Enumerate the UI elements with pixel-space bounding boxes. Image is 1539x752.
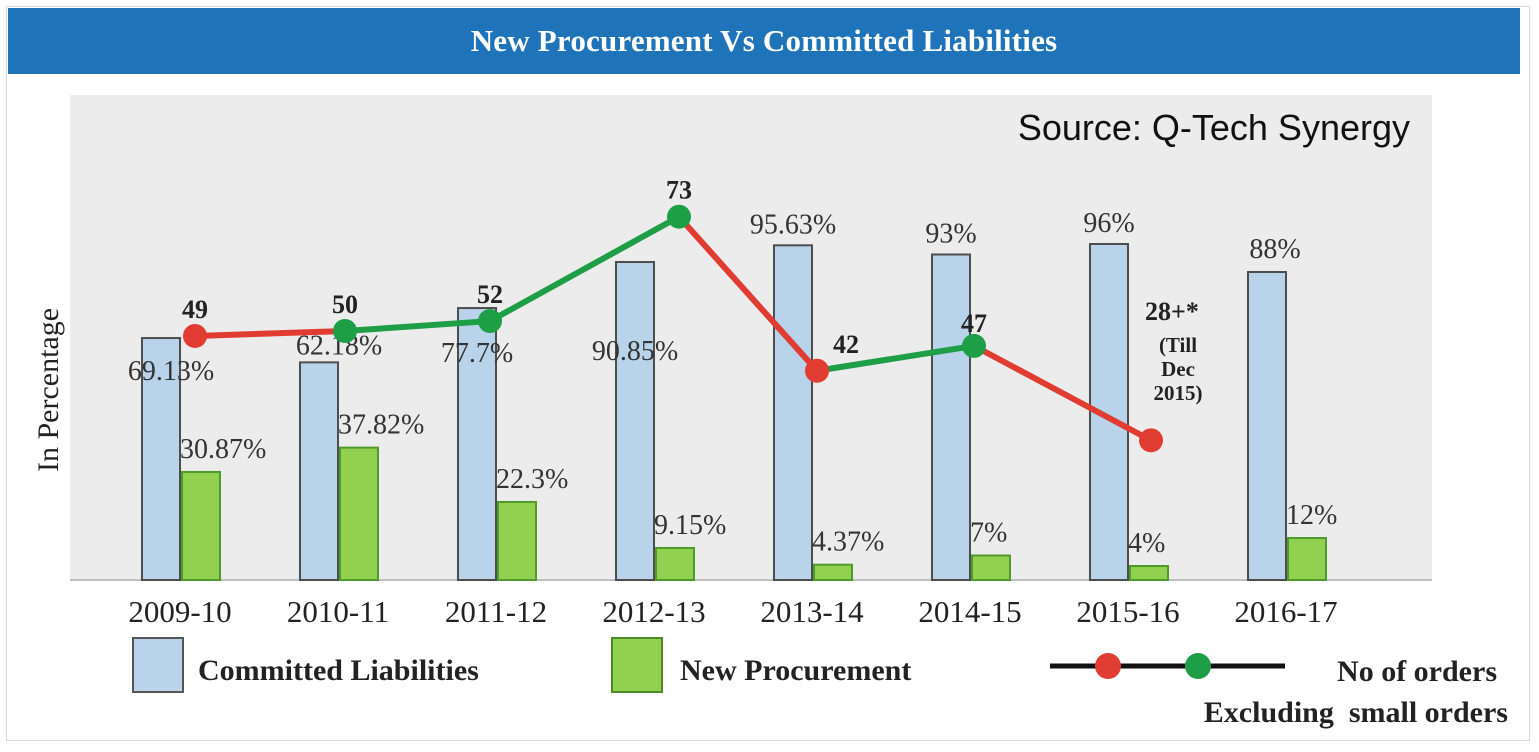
orders-label-2011-12: 52 xyxy=(477,280,503,309)
label-procurement-2010-11: 37.82% xyxy=(338,410,424,441)
legend-label-committed: Committed Liabilities xyxy=(198,654,479,687)
legend-marker-red xyxy=(1095,653,1121,679)
label-procurement-2013-14: 4.37% xyxy=(812,527,884,558)
orders-segment-2 xyxy=(342,318,493,334)
legend-swatch-committed xyxy=(132,637,184,693)
x-tick-2014-15: 2014-15 xyxy=(918,594,1021,629)
bar-committed-2012-13 xyxy=(615,261,655,581)
label-committed-2013-14: 95.63% xyxy=(750,209,836,240)
label-committed-2016-17: 88% xyxy=(1249,234,1300,265)
chart-title: New Procurement Vs Committed Liabilities xyxy=(470,23,1058,58)
orders-segment-6 xyxy=(971,342,1154,444)
label-procurement-2015-16: 4% xyxy=(1128,528,1165,559)
bar-committed-2016-17 xyxy=(1247,271,1287,581)
bar-procurement-2013-14 xyxy=(813,563,853,582)
orders-label-2013-14: 42 xyxy=(833,330,859,359)
orders-note-line-3: 2015) xyxy=(1154,381,1203,405)
orders-note-line-2: Dec xyxy=(1161,357,1195,381)
bar-procurement-2010-11 xyxy=(339,446,379,581)
label-procurement-2009-10: 30.87% xyxy=(180,434,266,465)
legend-label-orders-line2: Excluding small orders xyxy=(1204,696,1508,729)
bar-committed-2013-14 xyxy=(773,244,813,581)
orders-label-2014-15: 47 xyxy=(961,309,987,338)
x-tick-2015-16: 2015-16 xyxy=(1076,594,1179,629)
legend-swatch-procurement xyxy=(611,637,663,693)
label-procurement-2012-13: 9.15% xyxy=(654,510,726,541)
bar-procurement-2015-16 xyxy=(1129,565,1169,581)
orders-segment-1 xyxy=(192,328,348,339)
chart-title-bar: New Procurement Vs Committed Liabilities xyxy=(8,8,1520,74)
label-committed-2015-16: 96% xyxy=(1083,208,1134,239)
x-tick-2012-13: 2012-13 xyxy=(602,594,705,629)
orders-point-2012-13 xyxy=(667,204,691,229)
orders-note-line-1: (Till xyxy=(1159,333,1197,357)
label-committed-2009-10: 69.13% xyxy=(128,356,214,387)
bar-committed-2011-12 xyxy=(457,307,497,581)
source-text: Source: Q-Tech Synergy xyxy=(1018,107,1410,148)
orders-point-2014-15 xyxy=(962,333,986,358)
orders-point-2009-10 xyxy=(183,323,207,348)
bar-procurement-2014-15 xyxy=(971,554,1011,581)
label-procurement-2014-15: 7% xyxy=(970,518,1007,549)
x-tick-2013-14: 2013-14 xyxy=(760,594,864,629)
orders-point-2015-16 xyxy=(1139,428,1163,453)
label-committed-2012-13: 90.85% xyxy=(592,336,678,367)
bar-committed-2009-10 xyxy=(141,337,181,582)
orders-point-2011-12 xyxy=(478,309,502,334)
label-procurement-2016-17: 12% xyxy=(1286,500,1337,531)
bar-procurement-2012-13 xyxy=(655,546,695,581)
orders-segment-5 xyxy=(814,342,977,374)
x-tick-2011-12: 2011-12 xyxy=(445,594,547,629)
label-committed-2011-12: 77.7% xyxy=(441,338,513,369)
orders-label-2009-10: 49 xyxy=(182,295,208,324)
bar-procurement-2011-12 xyxy=(497,500,537,582)
legend-label-procurement: New Procurement xyxy=(680,654,911,687)
label-procurement-2011-12: 22.3% xyxy=(496,464,568,495)
bar-procurement-2016-17 xyxy=(1287,537,1327,581)
bar-committed-2014-15 xyxy=(931,253,971,581)
label-committed-2014-15: 93% xyxy=(925,219,976,250)
orders-segment-3 xyxy=(487,213,682,325)
orders-segment-4 xyxy=(676,213,820,374)
legend-label-orders-line1: No of orders xyxy=(1337,655,1497,688)
bar-committed-2010-11 xyxy=(299,361,339,581)
x-tick-2009-10: 2009-10 xyxy=(128,594,231,629)
orders-label-2010-11: 50 xyxy=(332,290,358,319)
bar-procurement-2009-10 xyxy=(181,470,221,581)
x-tick-2010-11: 2010-11 xyxy=(287,594,389,629)
y-axis-label: In Percentage xyxy=(32,308,65,472)
orders-point-2010-11 xyxy=(333,319,357,343)
orders-label-2015-16: 28+* xyxy=(1145,297,1199,326)
x-tick-2016-17: 2016-17 xyxy=(1234,594,1337,629)
orders-label-2012-13: 73 xyxy=(666,176,692,205)
legend-marker-green xyxy=(1185,653,1211,679)
orders-point-2013-14 xyxy=(805,358,829,383)
plot-area xyxy=(70,95,1432,580)
